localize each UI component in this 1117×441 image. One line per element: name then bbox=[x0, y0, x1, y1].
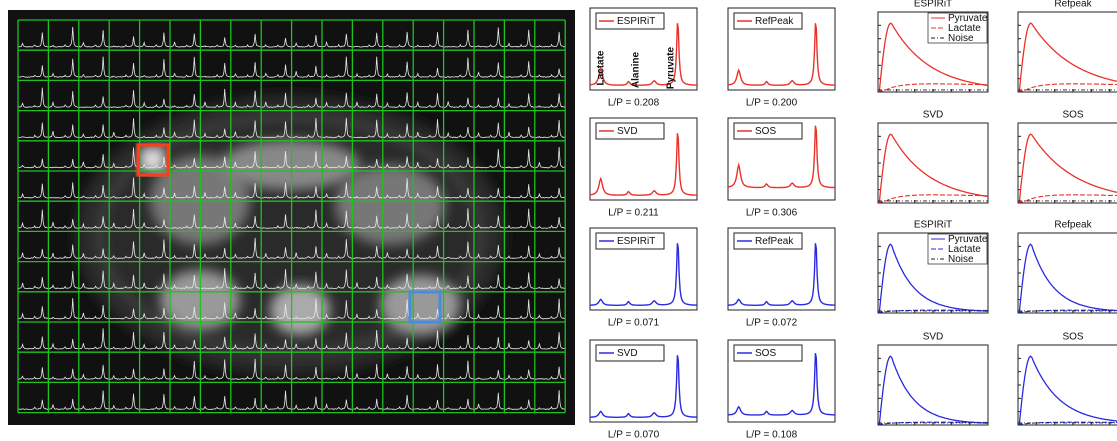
legend-label: SVD bbox=[617, 348, 638, 359]
timecourse-title: Refpeak bbox=[1054, 0, 1092, 10]
timecourse-title: SOS bbox=[1062, 110, 1083, 121]
panels: ESPIRiT L/P = 0.208 RefPeak L/P = 0.200 SVD L… bbox=[590, 0, 1117, 441]
timecourse-frame bbox=[1018, 345, 1117, 425]
legend-label: SOS bbox=[755, 126, 776, 137]
legend-label: RefPeak bbox=[755, 16, 794, 27]
legend-label: ESPIRiT bbox=[617, 16, 655, 27]
timecourse-frame bbox=[1018, 233, 1117, 313]
timecourse-title: SVD bbox=[923, 110, 944, 121]
legend-label: SOS bbox=[755, 348, 776, 359]
ratio-label: L/P = 0.211 bbox=[608, 208, 659, 219]
timecourse-frame bbox=[1018, 123, 1117, 203]
figure: ESPIRiT L/P = 0.208 RefPeak L/P = 0.200 SVD L… bbox=[0, 0, 1117, 441]
ratio-label: L/P = 0.200 bbox=[746, 98, 798, 109]
peak-label: Lactate bbox=[596, 50, 607, 85]
ratio-label: L/P = 0.072 bbox=[746, 318, 798, 329]
legend-label: ESPIRiT bbox=[617, 236, 655, 247]
ratio-label: L/P = 0.108 bbox=[746, 430, 798, 441]
timecourse-legend-label: Noise bbox=[948, 254, 974, 265]
timecourse-title: SVD bbox=[923, 332, 944, 343]
peak-label: Pyruvate bbox=[666, 46, 677, 89]
timecourse-frame bbox=[1018, 12, 1117, 92]
timecourse-title: ESPIRiT bbox=[914, 0, 952, 10]
timecourse-title: Refpeak bbox=[1054, 220, 1092, 231]
ratio-label: L/P = 0.070 bbox=[608, 430, 660, 441]
timecourse-legend-label: Noise bbox=[948, 33, 974, 44]
timecourse-frame bbox=[878, 123, 988, 203]
legend-label: SVD bbox=[617, 126, 638, 137]
ratio-label: L/P = 0.208 bbox=[608, 98, 660, 109]
legend-label: RefPeak bbox=[755, 236, 794, 247]
ratio-label: L/P = 0.071 bbox=[608, 318, 660, 329]
timecourse-frame bbox=[878, 345, 988, 425]
ratio-label: L/P = 0.306 bbox=[746, 208, 798, 219]
peak-label: Alanine bbox=[631, 52, 642, 89]
timecourse-title: ESPIRiT bbox=[914, 220, 952, 231]
timecourse-title: SOS bbox=[1062, 332, 1083, 343]
